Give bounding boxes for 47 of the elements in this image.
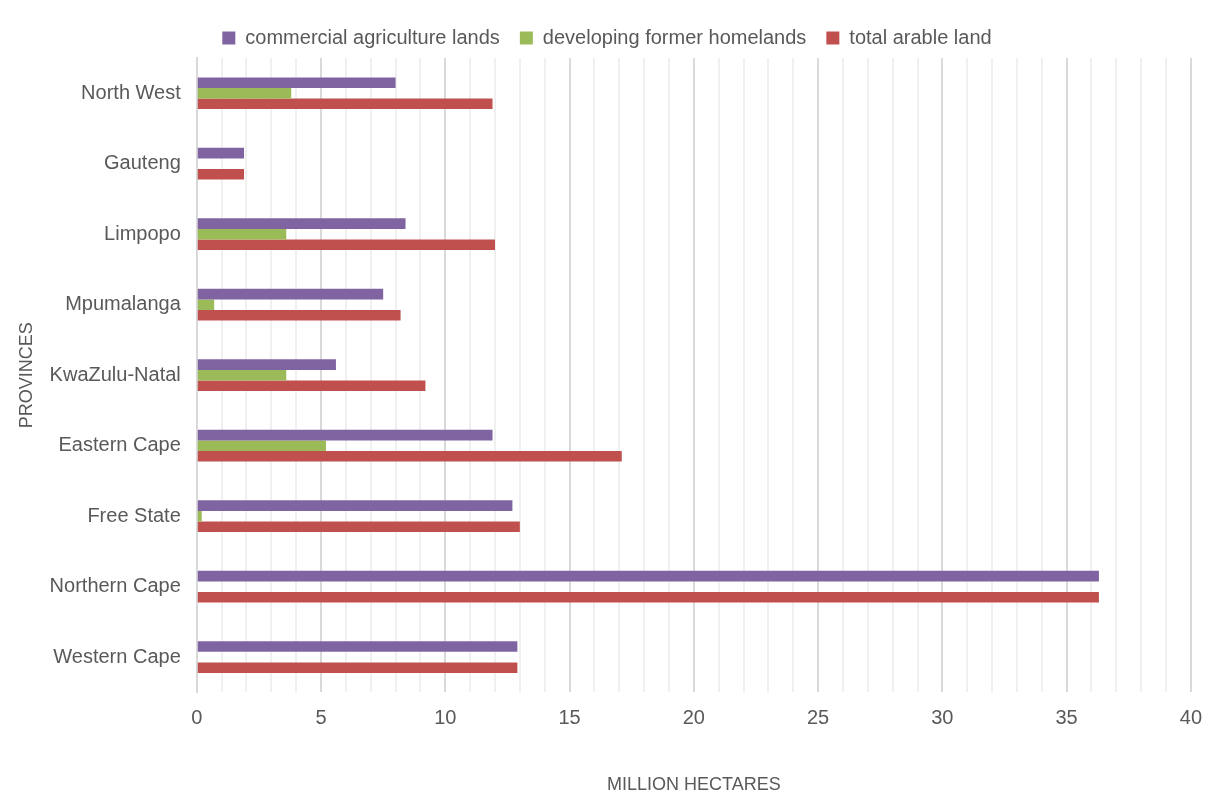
legend-label: total arable land xyxy=(849,25,992,48)
bar xyxy=(197,380,426,392)
bar xyxy=(197,662,518,674)
bar xyxy=(197,369,287,381)
legend-label: developing former homelands xyxy=(542,25,807,48)
y-tick-label: KwaZulu-Natal xyxy=(49,362,181,385)
bar xyxy=(197,310,401,321)
x-tick-label: 10 xyxy=(434,705,457,728)
x-tick-label: 15 xyxy=(558,705,581,728)
bar xyxy=(197,218,406,229)
bar xyxy=(197,500,513,511)
bar xyxy=(197,450,622,462)
bar xyxy=(197,359,336,370)
bar xyxy=(197,429,493,441)
y-tick-label: Gauteng xyxy=(104,151,181,174)
bar xyxy=(197,228,287,240)
x-tick-label: 20 xyxy=(682,705,705,728)
x-tick-label: 0 xyxy=(191,705,203,728)
x-tick-label: 35 xyxy=(1055,705,1078,728)
bar xyxy=(197,77,396,88)
y-tick-label: Northern Cape xyxy=(49,574,181,597)
bar xyxy=(197,239,496,251)
y-tick-label: Eastern Cape xyxy=(58,433,181,456)
y-tick-label: Western Cape xyxy=(53,644,181,667)
legend-label: commercial agriculture lands xyxy=(245,25,500,48)
y-tick-label: Free State xyxy=(87,503,181,526)
bar xyxy=(197,299,215,310)
x-tick-label: 40 xyxy=(1179,705,1202,728)
x-tick-label: 5 xyxy=(315,705,327,728)
bar xyxy=(197,591,1099,603)
x-tick-label: 30 xyxy=(931,705,954,728)
y-tick-label: Mpumalanga xyxy=(65,292,182,315)
x-axis-title: MILLION HECTARES xyxy=(606,774,781,795)
bar xyxy=(197,169,244,180)
bar xyxy=(197,510,202,522)
bar xyxy=(197,570,1099,582)
bar xyxy=(197,440,327,451)
bar xyxy=(197,147,244,159)
bar xyxy=(197,87,292,99)
y-tick-label: Limpopo xyxy=(104,221,181,244)
x-tick-label: 25 xyxy=(806,705,830,728)
y-axis-title: PROVINCES xyxy=(15,322,36,429)
bar xyxy=(197,288,384,300)
bar xyxy=(197,521,520,533)
y-tick-label: North West xyxy=(81,80,182,103)
bar xyxy=(197,98,493,110)
bar xyxy=(197,641,518,652)
